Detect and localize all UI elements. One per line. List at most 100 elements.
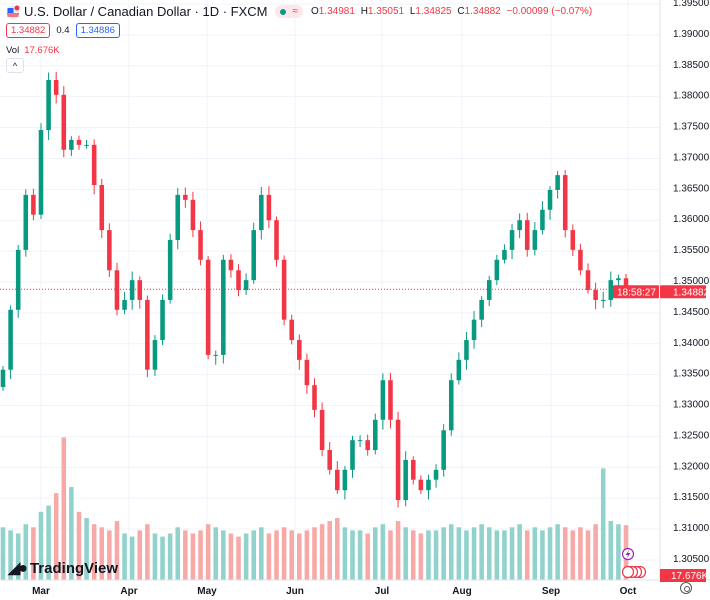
price-tick-label: 1.33000: [673, 400, 710, 411]
volume-bar: [205, 524, 211, 580]
volume-bar: [357, 530, 363, 580]
price-tick-label: 1.37000: [673, 152, 710, 163]
candle-down: [365, 440, 370, 451]
candle-up: [608, 280, 614, 300]
volume-bar: [167, 533, 173, 580]
volume-bar: [578, 527, 583, 580]
candle-down: [585, 270, 591, 291]
candle-down: [570, 230, 576, 250]
volume-bar: [160, 536, 165, 580]
price-tick-label: 1.30500: [673, 554, 710, 565]
volume-bar: [8, 530, 13, 580]
market-open-dot: [280, 8, 287, 15]
volume-bar: [107, 530, 112, 580]
volume-bar: [289, 530, 294, 580]
price-tick-label: 1.39500: [673, 0, 710, 9]
candle-down: [99, 185, 105, 231]
us-flag-icon: [6, 5, 20, 18]
chart-legend: U.S. Dollar / Canadian Dollar · 1D · FXC…: [6, 4, 595, 19]
volume-bar: [69, 487, 74, 580]
sell-button[interactable]: 1.34882: [6, 23, 51, 38]
volume-bar: [319, 524, 325, 580]
candle-up: [380, 380, 386, 420]
candle-up: [129, 280, 135, 300]
volume-bar: [441, 527, 446, 580]
candle-up: [342, 469, 348, 491]
candle-up: [403, 459, 408, 501]
time-tick-label: Aug: [452, 586, 471, 597]
volume-bar: [410, 530, 416, 580]
volume-bar: [532, 527, 538, 580]
candle-up: [84, 144, 89, 146]
candle-down: [312, 385, 317, 410]
price-tick-label: 1.38500: [673, 60, 710, 71]
time-axis[interactable]: Mar Apr May Jun Jul Aug Sep Oct: [0, 579, 710, 597]
candle-down: [198, 230, 203, 260]
volume-bar: [540, 530, 545, 580]
buy-button[interactable]: 1.34886: [75, 23, 120, 38]
symbol-title[interactable]: U.S. Dollar / Canadian Dollar · 1D · FXC…: [24, 4, 268, 19]
price-tick-label: 1.36000: [673, 214, 710, 225]
price-tick-label: 1.33500: [673, 369, 710, 380]
candle-up: [479, 299, 484, 320]
candle-up: [46, 79, 51, 131]
candle-up: [251, 230, 256, 281]
volume-bar: [15, 533, 21, 580]
candles: [0, 71, 629, 508]
candle-up: [464, 340, 469, 360]
candle-down: [76, 139, 82, 145]
volume-bar: [23, 524, 29, 580]
volume-bar: [145, 524, 150, 580]
candle-down: [114, 270, 120, 310]
candle-up: [456, 359, 462, 381]
tradingview-logo[interactable]: ◢● TradingView: [8, 559, 119, 578]
candle-up: [373, 419, 378, 451]
candle-up: [152, 340, 158, 370]
candle-up: [486, 280, 492, 300]
candle-down: [274, 220, 279, 260]
volume-bar: [486, 527, 492, 580]
candle-down: [327, 450, 332, 470]
settings-gear-icon[interactable]: [680, 582, 692, 594]
volume-bar: [562, 527, 568, 580]
market-status-badge[interactable]: ≈: [275, 5, 303, 18]
volume-bar: [373, 527, 378, 580]
volume-bar: [547, 527, 553, 580]
bid-ask-row: 1.34882 0.4 1.34886: [6, 23, 120, 38]
candle-up: [167, 239, 173, 300]
volume-bar: [129, 536, 135, 580]
countdown-label: 18:58:27: [617, 287, 656, 298]
volume-bar: [418, 533, 424, 580]
volume-bar: [327, 521, 332, 580]
candle-up: [547, 189, 553, 210]
candle-down: [593, 290, 598, 300]
volume-bar: [61, 437, 67, 580]
volume-bar: [183, 530, 188, 580]
volume-bar: [426, 530, 431, 580]
candle-down: [137, 280, 143, 300]
candle-down: [145, 299, 150, 370]
volume-bar: [137, 530, 143, 580]
price-tick-label: 1.34000: [673, 338, 710, 349]
price-tick-label: 1.38000: [673, 91, 710, 102]
volume-bar: [213, 527, 219, 580]
candle-up: [69, 139, 74, 150]
candle-down: [236, 270, 241, 291]
price-axis[interactable]: 1.39500 1.39000 1.38500 1.38000 1.37500 1.370…: [659, 0, 710, 600]
time-tick-label: Jun: [286, 586, 304, 597]
last-volume-label: 17.676K: [671, 571, 709, 582]
volume-bar: [312, 527, 317, 580]
volume-legend: Vol 17.676K: [6, 45, 60, 56]
collapse-legend-button[interactable]: ^: [6, 58, 24, 73]
candle-down: [205, 259, 211, 355]
volume-bar: [281, 527, 287, 580]
volume-bar: [380, 524, 386, 580]
volume-bar: [479, 524, 484, 580]
candle-down: [410, 459, 416, 480]
candle-up: [8, 309, 13, 370]
grid-lines: [0, 0, 660, 580]
price-tick-label: 1.32000: [673, 461, 710, 472]
candle-down: [304, 359, 310, 386]
volume-bar: [600, 468, 606, 580]
